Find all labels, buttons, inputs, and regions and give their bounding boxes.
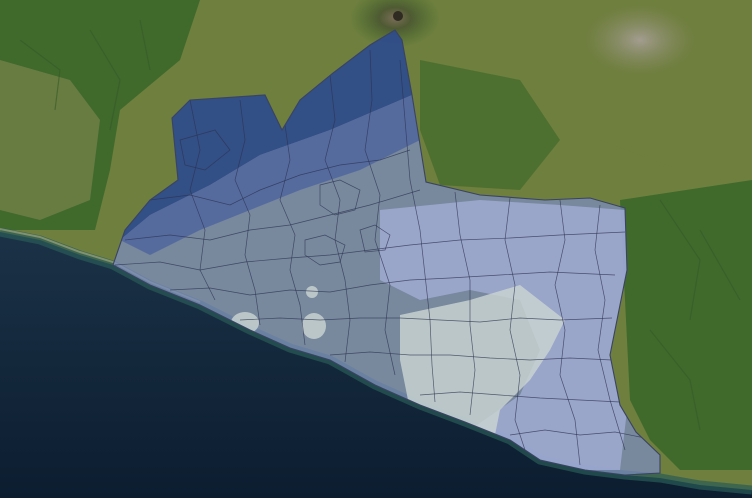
zone-low-spot[interactable] bbox=[302, 313, 326, 339]
urban-area bbox=[585, 5, 695, 75]
zone-low-spot[interactable] bbox=[306, 286, 318, 298]
volcano-crater bbox=[393, 11, 403, 21]
